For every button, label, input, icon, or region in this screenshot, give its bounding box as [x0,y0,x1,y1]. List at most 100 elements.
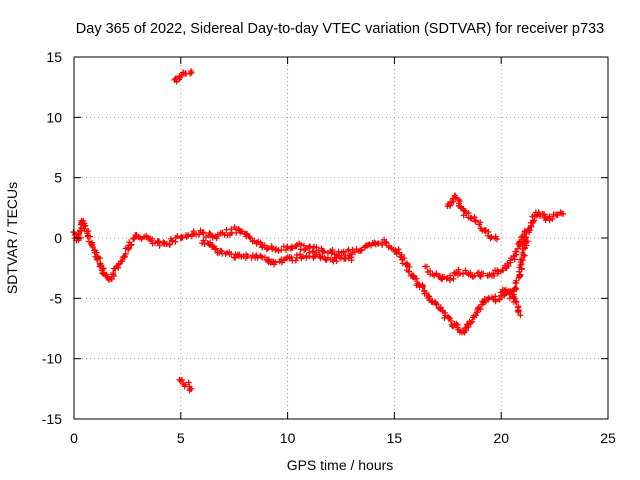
data-point [505,263,512,270]
data-point [89,244,96,251]
data-point [477,273,484,280]
data-point [416,281,423,288]
data-point [258,253,265,260]
data-point [348,254,355,261]
x-tick-label: 15 [387,430,403,446]
data-point [122,250,129,257]
data-point [340,248,347,255]
data-point [476,269,483,276]
data-point [472,218,479,225]
data-point [247,235,254,242]
data-point [401,255,408,262]
data-point [292,257,299,264]
data-point [375,240,382,247]
data-point [452,194,459,201]
data-point [293,243,300,250]
data-point [172,75,179,82]
y-tick-label: 0 [54,230,62,246]
data-point [313,244,320,251]
y-tick-label: 15 [46,49,62,65]
data-point [342,255,349,262]
data-point [472,312,479,319]
data-point [357,247,364,254]
data-point [521,228,528,235]
data-point [451,320,458,327]
series-late-dip [198,237,355,268]
data-point [261,242,268,249]
data-point [482,228,489,235]
data-point [174,233,181,240]
y-tick-label: -5 [50,290,63,306]
x-axis-label: GPS time / hours [287,457,394,473]
data-point [531,217,538,224]
data-point [467,320,474,327]
data-point [179,376,186,383]
data-point [100,265,107,272]
data-point [459,271,466,278]
data-point [185,379,192,386]
data-point [512,298,519,305]
data-point [181,381,188,388]
data-point [301,246,308,253]
data-point [202,234,209,241]
x-tick-label: 25 [600,430,616,446]
data-point [76,227,83,234]
data-point [169,238,176,245]
data-point [513,248,520,255]
data-point [433,301,440,308]
data-point [332,254,339,261]
data-point [385,244,392,251]
data-point [283,246,290,253]
data-point [206,230,213,237]
data-point [333,258,340,265]
data-points [70,67,567,394]
axis-ticks: 0 5 10 15 20 25 -15 -10 -5 0 5 10 15 [42,49,616,446]
data-point [130,235,137,242]
data-point [512,284,519,291]
data-point [513,277,520,284]
y-tick-label: -10 [42,351,62,367]
data-point [496,296,503,303]
data-point [196,231,203,238]
data-point [515,308,522,315]
data-point [94,255,101,262]
data-point [513,299,520,306]
data-point [527,219,534,226]
data-point [288,254,295,261]
data-point [200,230,207,237]
x-tick-label: 10 [280,430,296,446]
data-point [166,241,173,248]
data-point [419,284,426,291]
data-point [494,267,501,274]
data-point [300,253,307,260]
data-point [200,237,207,244]
data-point [477,306,484,313]
data-point [86,233,93,240]
data-point [516,239,523,246]
data-point [546,217,553,224]
data-point [209,242,216,249]
data-point [190,228,197,235]
data-point [473,217,480,224]
data-point [560,210,567,217]
data-point [199,229,206,236]
data-point [517,312,524,319]
data-point [188,385,195,392]
x-tick-label: 20 [493,430,509,446]
chart-title: Day 365 of 2022, Sidereal Day-to-day VTE… [76,21,604,37]
data-point [516,271,523,278]
data-point [413,275,420,282]
data-point [382,238,389,245]
x-tick-label: 0 [70,430,78,446]
data-point [335,248,342,255]
y-axis-label: SDTVAR / TECUs [4,182,20,294]
data-point [480,270,487,277]
data-point [519,233,526,240]
data-point [177,377,184,384]
data-point [351,249,358,256]
data-point [275,247,282,254]
series-upper-branch [422,228,528,284]
data-point [502,264,509,271]
data-point [214,233,221,240]
data-point [82,222,89,229]
